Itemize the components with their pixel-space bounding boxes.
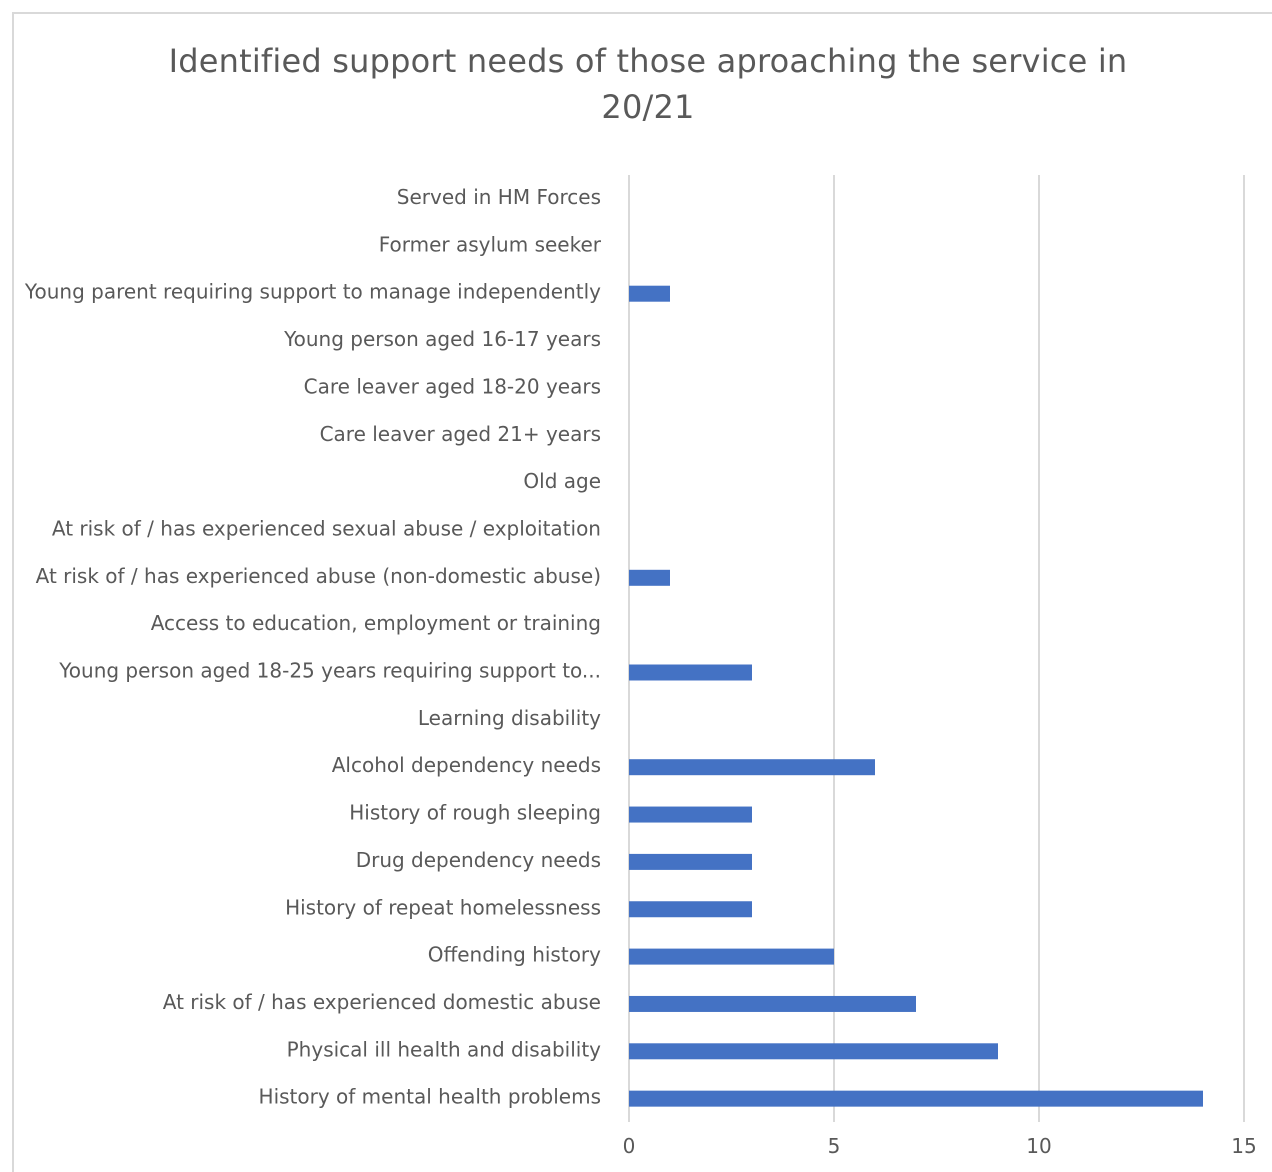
bar xyxy=(629,285,670,302)
bar xyxy=(629,1090,1203,1107)
category-label: Young person aged 18-25 years requiring … xyxy=(58,659,601,683)
x-tick-label: 10 xyxy=(1026,1134,1051,1158)
category-label: History of mental health problems xyxy=(259,1085,601,1109)
category-label: Old age xyxy=(523,469,601,493)
category-labels: Served in HM Forces Former asylum seeker Y… xyxy=(24,185,602,1109)
category-label: Physical ill health and disability xyxy=(287,1037,602,1061)
category-label: Offending history xyxy=(428,943,601,967)
chart-frame xyxy=(12,12,1272,1172)
category-label: At risk of / has experienced domestic ab… xyxy=(163,990,601,1014)
bar xyxy=(629,759,875,776)
category-label: Young parent requiring support to manage… xyxy=(24,280,601,304)
x-tick-label: 5 xyxy=(828,1134,841,1158)
bar xyxy=(629,853,752,870)
bar xyxy=(629,569,670,586)
category-label: Drug dependency needs xyxy=(356,848,601,872)
category-label: Care leaver aged 18-20 years xyxy=(304,374,601,398)
chart-title-line-2: 20/21 xyxy=(601,88,695,126)
x-tick-label: 15 xyxy=(1231,1134,1256,1158)
category-label: At risk of / has experienced abuse (non-… xyxy=(36,564,601,588)
bar xyxy=(629,806,752,823)
x-axis-tick-labels: 0 5 10 15 xyxy=(623,1134,1257,1158)
bar xyxy=(629,995,916,1012)
category-label: Young person aged 16-17 years xyxy=(283,327,601,351)
category-label: Served in HM Forces xyxy=(397,185,601,209)
bar xyxy=(629,664,752,681)
bar xyxy=(629,1043,998,1060)
category-label: Former asylum seeker xyxy=(379,232,602,256)
chart-title: Identified support needs of those aproac… xyxy=(0,38,1272,130)
category-label: At risk of / has experienced sexual abus… xyxy=(52,516,601,540)
bar xyxy=(629,901,752,918)
gridlines xyxy=(628,175,1245,1122)
chart-title-line-1: Identified support needs of those aproac… xyxy=(168,42,1128,80)
category-label: History of rough sleeping xyxy=(349,801,601,825)
category-label: Learning disability xyxy=(418,706,601,730)
category-label: Access to education, employment or train… xyxy=(151,611,601,635)
category-label: History of repeat homelessness xyxy=(285,895,601,919)
bar xyxy=(629,948,834,965)
x-tick-label: 0 xyxy=(623,1134,636,1158)
category-label: Alcohol dependency needs xyxy=(332,753,601,777)
bars xyxy=(629,285,1203,1107)
category-label: Care leaver aged 21+ years xyxy=(320,422,601,446)
